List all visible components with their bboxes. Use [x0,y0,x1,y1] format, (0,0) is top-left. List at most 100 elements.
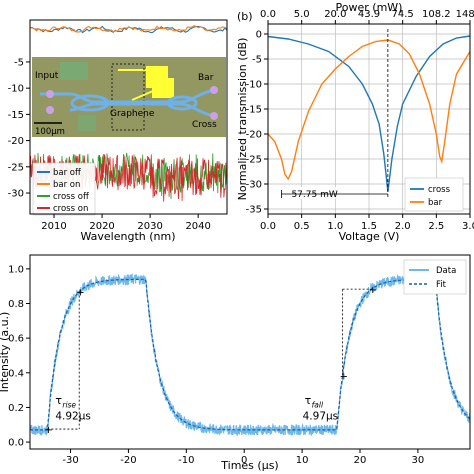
panel-c-frame [29,254,471,450]
panel-c-axes: -30 -20 -10 0 10 20 30 0.0 0.2 0.4 0.6 0.8 1.0 [8,264,424,466]
panel-b-xlabel: Voltage (V) [339,230,400,243]
x-tick-label: 1.0 [327,221,343,232]
y-tick-label: -25 [246,155,262,166]
tau-fall-subscript: fall [312,400,324,409]
x2-tick-label: 43.9 [358,9,380,20]
tau-rise-subscript: rise [62,400,76,409]
panel-a: Input Bar Cross Graphene 100μm bar off b… [8,19,228,243]
y-tick-label: -20 [246,130,262,141]
y-tick-label: 0.4 [8,368,24,379]
x-tick-label: -30 [62,455,78,466]
panel-b-x2label: Power (mW) [336,1,403,14]
x-tick-label: 30 [412,455,425,466]
chip-marker [78,115,96,131]
y-tick-label: -30 [8,189,24,200]
x-tick-label: 2.0 [395,221,411,232]
graphene-region [111,63,145,131]
chip-inset: Input Bar Cross Graphene 100μm [32,57,226,137]
y-tick-label: 1.0 [8,264,24,275]
label-bar: Bar [198,73,214,83]
series-fit [30,278,471,431]
y-tick-label: 0.0 [8,438,24,449]
fall-marker-end: + [369,285,377,296]
y-tick-label: -25 [8,162,24,173]
x2-tick-label: 5.0 [294,9,310,20]
y-tick-label: -5 [252,55,262,66]
legend-box [403,259,467,295]
panel-b: 57.75 mW cross bar 0.0 0.5 1.0 1.5 2.0 2.5 3. 0… [236,1,474,243]
panel-c-legend: Data Fit [403,259,467,295]
x-tick-label: 0 [241,455,247,466]
x-tick-label: 2040 [185,221,210,232]
y-tick-label: -20 [8,136,24,147]
x-tick-label: 2020 [89,221,114,232]
panel-a-legend: bar off bar on cross off cross on [32,162,96,216]
label-input: Input [35,71,59,81]
x2-tick-label: 108.2 [422,9,451,20]
x-tick-label: 1.5 [361,221,377,232]
coupler-left [70,94,110,112]
legend-label-bar-on: bar on [53,180,80,190]
port-input [46,90,54,98]
x-tick-label: 2.5 [428,221,444,232]
tau-rise-value: 4.92μs [55,411,91,423]
port-cross [210,112,218,120]
panel-a-xlabel: Wavelength (nm) [80,230,175,243]
y-tick-label: -10 [246,80,262,91]
coupler-right [166,95,198,111]
panel-b-ylabel: Normalized transmission (dB) [236,38,249,201]
panel-b-label: (b) [237,10,253,23]
x-tick-label: -10 [178,455,194,466]
chip-marker [60,62,88,80]
tau-fall-value: 4.97μs [303,411,339,423]
legend-label-bar-off: bar off [53,168,82,178]
x-tick-label: 2030 [137,221,162,232]
x2-tick-label: 74.5 [392,9,414,20]
panel-c-xlabel: Times (μs) [220,459,278,472]
panel-b-legend: cross bar [404,177,464,212]
x-tick-label: 3.0 [462,221,474,232]
electrode-trace [118,69,161,101]
x2-tick-label: 148.6 [456,9,474,20]
y-tick-label: -10 [8,84,24,95]
panel-b-series [267,35,471,192]
x2-tick-label: 20.0 [324,9,346,20]
rise-marker-end: + [76,288,84,299]
x-tick-label: 0.5 [294,221,310,232]
x-tick-label: 10 [296,455,309,466]
tau-rise-symbol: τ [55,394,62,407]
label-graphene: Graphene [110,109,155,119]
y-tick-label: 0.8 [8,299,24,310]
fall-marker-start: + [340,371,348,382]
rise-marker-start: + [44,425,52,436]
legend-box [404,177,464,212]
series-cross [267,35,471,192]
y-tick-label: -15 [8,110,24,121]
x-tick-label: -20 [120,455,136,466]
y-tick-label: 0.6 [8,334,24,345]
annotation-bg [289,187,336,199]
label-scale: 100μm [35,127,65,137]
x-tick-label: 0.0 [260,221,276,232]
y-tick-label: -5 [14,57,24,68]
panel-b-axes: 0.0 0.5 1.0 1.5 2.0 2.5 3.0 0.0 5.0 20.0 43.9 74.5 1… [246,9,474,232]
series-bar [267,39,471,181]
panel-c-ylabel: Intensity (a.u.) [0,312,11,393]
panel-a-axes: 2010 2020 2030 2040 -30 -25 -20 -15 -10 -5 [8,57,211,232]
legend-label-fit: Fit [436,280,447,290]
y-tick-label: 0.2 [8,403,24,414]
panel-c: τ rise 4.92μs τ fall 4.97μs + + + + Data Fi… [0,254,471,472]
tau-fall-symbol: τ [305,394,312,407]
annotation-power: 57.75 mW [291,190,337,200]
port-bar [210,86,218,94]
port-input-2 [46,106,54,114]
legend-label-cross-on: cross on [53,204,88,214]
panel-a-frame [29,19,228,215]
legend-label-cross-off: cross off [53,192,90,202]
panel-b-annotation: 57.75 mW [281,29,389,200]
x-tick-label: 2010 [41,221,66,232]
panel-c-annotations: τ rise 4.92μs τ fall 4.97μs + + + + [44,285,377,436]
x-tick-label: 20 [354,455,367,466]
label-cross: Cross [192,120,217,130]
